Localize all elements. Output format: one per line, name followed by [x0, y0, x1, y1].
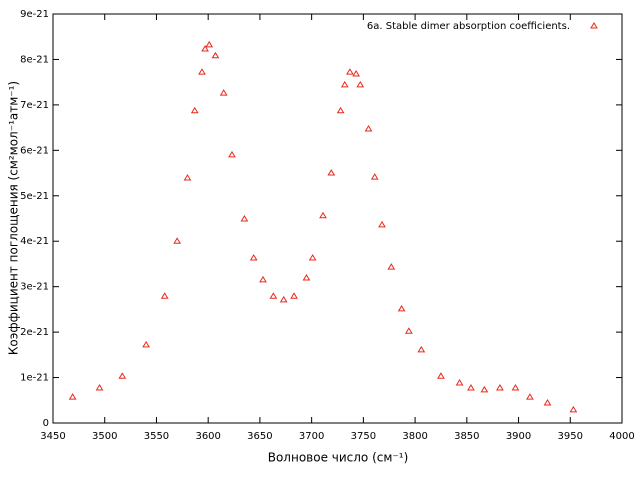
point — [249, 254, 258, 261]
y-tick-label: 8e-21 — [20, 54, 49, 65]
point — [190, 106, 199, 114]
point — [352, 70, 361, 77]
y-tick-label: 0 — [43, 418, 49, 429]
point — [205, 40, 214, 48]
legend-marker — [590, 22, 598, 29]
y-tick-label: 7e-21 — [20, 100, 49, 111]
x-tick-label: 3650 — [247, 431, 272, 442]
y-tick-label: 9e-21 — [20, 9, 49, 20]
y-tick-label: 1e-21 — [20, 373, 49, 384]
x-tick-label: 3800 — [402, 431, 427, 442]
point — [364, 125, 373, 132]
point — [118, 372, 127, 379]
x-tick-label: 3600 — [195, 431, 220, 442]
point — [308, 254, 317, 261]
y-axis-label: Коэффициент поглощения (см²мол⁻¹атм⁻¹) — [7, 81, 21, 355]
point — [336, 106, 345, 114]
point — [269, 292, 278, 299]
y-tick-label: 2e-21 — [20, 327, 49, 338]
x-tick-label: 3450 — [40, 431, 65, 442]
y-tick-label: 6e-21 — [20, 145, 49, 156]
point — [173, 237, 182, 244]
point — [569, 405, 578, 413]
x-tick-label: 3900 — [506, 431, 531, 442]
point — [467, 384, 475, 391]
point — [142, 340, 150, 348]
point — [327, 169, 336, 176]
point — [302, 274, 311, 281]
y-tick-label: 3e-21 — [20, 282, 49, 293]
point — [378, 220, 386, 228]
point — [240, 214, 249, 222]
point — [543, 399, 552, 406]
x-tick-label: 3850 — [454, 431, 479, 442]
plot-border — [52, 13, 623, 424]
point — [319, 211, 327, 219]
point — [387, 263, 396, 270]
point — [455, 379, 464, 386]
point — [437, 372, 445, 379]
y-tick-label: 5e-21 — [20, 191, 49, 202]
point — [95, 384, 104, 391]
point — [417, 345, 426, 353]
y-tick-label: 4e-21 — [20, 236, 49, 247]
point — [397, 304, 406, 312]
point — [370, 173, 379, 180]
x-axis-label: Волновое число (см⁻¹) — [268, 451, 409, 465]
point — [480, 385, 489, 393]
x-tick-label: 3700 — [299, 431, 324, 442]
point — [356, 80, 365, 88]
point — [68, 393, 77, 400]
x-tick-label: 3750 — [351, 431, 376, 442]
point — [201, 45, 209, 52]
x-tick-label: 3500 — [92, 431, 117, 442]
point — [183, 174, 192, 181]
point — [511, 384, 520, 391]
x-tick-label: 4000 — [609, 431, 634, 442]
legend-label: 6a. Stable dimer absorption coefficients… — [367, 21, 570, 32]
point — [279, 295, 288, 303]
point — [346, 68, 354, 75]
point — [405, 327, 413, 334]
point — [496, 384, 504, 391]
point — [526, 393, 534, 400]
point — [340, 80, 349, 88]
point — [219, 89, 228, 96]
point — [228, 150, 236, 158]
x-tick-label: 3950 — [558, 431, 583, 442]
point — [290, 292, 298, 299]
x-tick-label: 3550 — [144, 431, 169, 442]
point — [211, 51, 220, 59]
point — [259, 275, 267, 283]
point — [198, 68, 206, 75]
point — [160, 292, 169, 299]
